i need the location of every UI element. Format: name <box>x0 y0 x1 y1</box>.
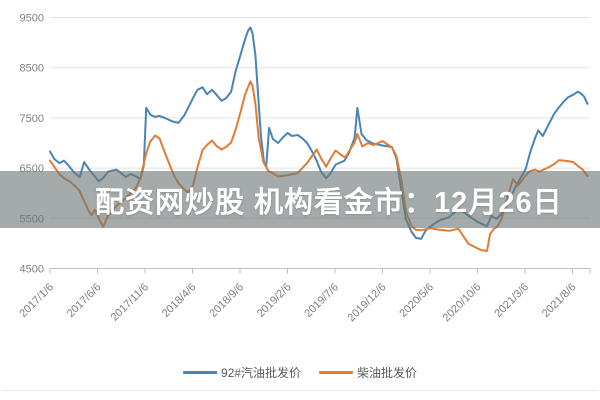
x-axis-label: 2019/7/6 <box>302 281 341 320</box>
diesel-line-swatch <box>319 370 353 374</box>
x-axis-label: 2019/2/6 <box>255 281 294 320</box>
y-axis-label: 9500 <box>20 13 44 25</box>
diesel-legend-label: 柴油批发价 <box>357 365 418 380</box>
x-axis-label: 2017/1/6 <box>17 281 56 320</box>
x-axis-label: 2020/5/6 <box>397 281 436 320</box>
chart-legend: 92#汽油批发价 柴油批发价 <box>0 360 600 384</box>
headline-text: 配资网炒股 机构看金市：12月26日 <box>95 186 563 219</box>
x-axis-label: 2019/12/6 <box>346 281 389 324</box>
headline-banner: 配资网炒股 机构看金市：12月26日 <box>0 171 600 228</box>
y-axis-label: 7500 <box>20 113 44 125</box>
x-axis-label: 2021/3/6 <box>492 281 531 320</box>
x-axis-label: 2018/9/6 <box>207 281 246 320</box>
x-axis-label: 2017/11/6 <box>109 281 152 324</box>
legend-item-gasoline: 92#汽油批发价 <box>182 364 301 381</box>
y-axis-label: 4500 <box>20 264 44 276</box>
x-axis-label: 2020/10/6 <box>441 281 484 324</box>
card-bottom-border <box>2 390 598 391</box>
legend-item-diesel: 柴油批发价 <box>319 364 417 381</box>
y-axis-label: 8500 <box>20 63 44 75</box>
gasoline-line-swatch <box>182 370 217 374</box>
x-axis-label: 2021/8/6 <box>540 281 579 320</box>
x-axis-label: 2017/6/6 <box>65 281 104 320</box>
gasoline-legend-label: 92#汽油批发价 <box>220 365 301 380</box>
x-axis-label: 2018/4/6 <box>160 281 199 320</box>
